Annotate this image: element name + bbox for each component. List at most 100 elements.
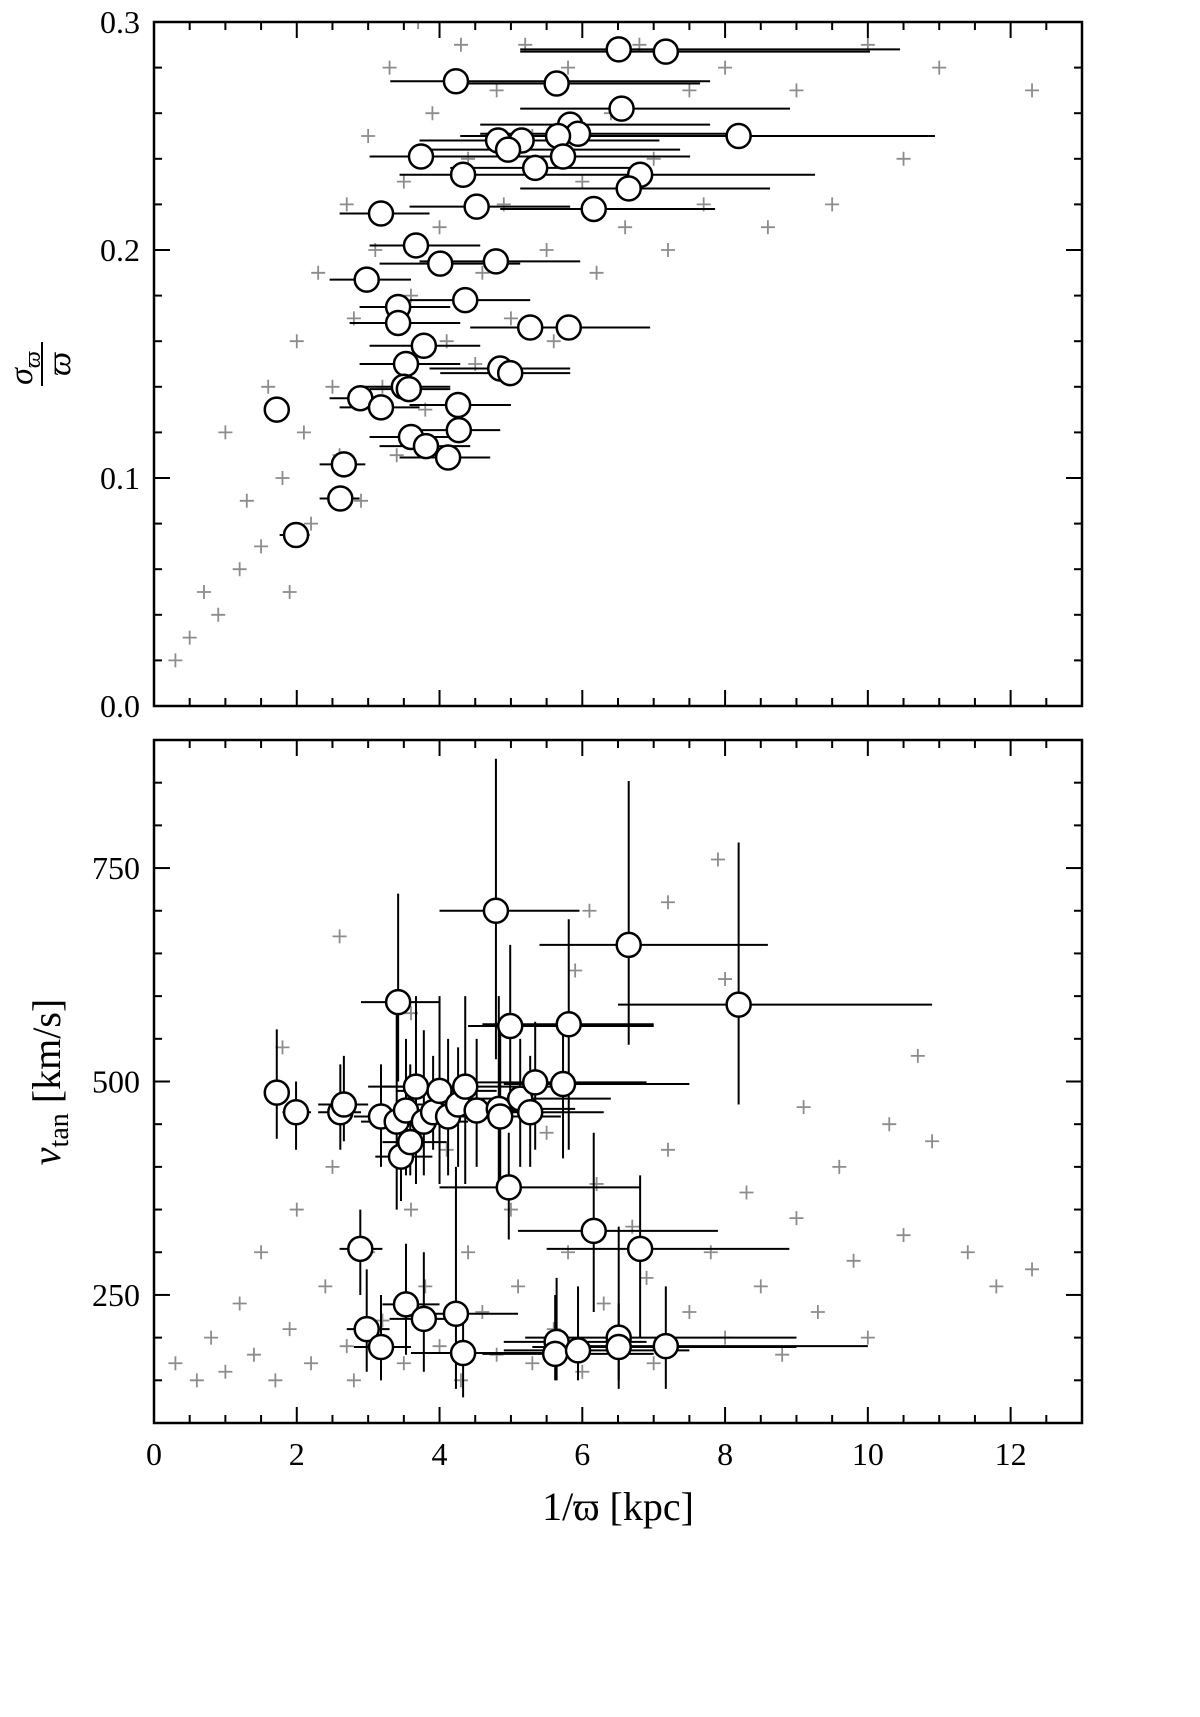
y-title-text: vtan [km/s] (24, 999, 75, 1165)
background-star (561, 60, 576, 75)
background-star (432, 1339, 447, 1354)
background-star (825, 197, 840, 212)
y-title-symbol: v (24, 1147, 69, 1165)
background-star (682, 1305, 697, 1320)
background-star (896, 151, 911, 166)
star-point (434, 444, 462, 471)
background-star (660, 1142, 675, 1157)
star-point (555, 314, 582, 341)
background-star (339, 1339, 354, 1354)
background-star (432, 220, 447, 235)
background-star (182, 630, 197, 645)
background-star (354, 493, 369, 508)
background-star (846, 1253, 861, 1268)
background-star (561, 1245, 576, 1260)
background-star (860, 1330, 875, 1345)
y-tick-label: 0.2 (100, 232, 140, 268)
star-point (384, 988, 412, 1016)
x-tick-label: 10 (852, 1436, 884, 1472)
x-axis-title: 1/ϖ [kpc] (542, 1484, 694, 1529)
background-star (204, 1330, 219, 1345)
star-point (451, 286, 479, 314)
star-point (608, 95, 635, 122)
star-point (410, 332, 438, 360)
background-star (411, 22, 426, 29)
background-star (503, 311, 518, 326)
x-tick-label: 2 (289, 1436, 305, 1472)
star-point (444, 391, 472, 419)
background-star (275, 471, 290, 485)
background-star (461, 1245, 476, 1260)
star-point (543, 70, 570, 97)
star-point (330, 1091, 358, 1118)
star-point (496, 1012, 524, 1040)
star-point (395, 375, 423, 403)
background-star (325, 379, 340, 394)
background-star (1025, 1262, 1040, 1277)
background-star (289, 334, 304, 349)
star-point (605, 36, 632, 63)
background-star (796, 1100, 811, 1115)
background-star (425, 106, 440, 121)
background-star (682, 83, 697, 98)
background-star (418, 1279, 433, 1294)
star-point (402, 1073, 430, 1100)
y-axis-title: σϖ ϖ (3, 342, 78, 386)
background-star (589, 1176, 604, 1191)
background-star (453, 37, 468, 52)
star-point (426, 1077, 453, 1105)
y-title-unit: [km/s] (24, 999, 69, 1113)
y-title-subscript: tan (44, 1113, 75, 1147)
star-point (410, 1305, 438, 1333)
x-tick-label: 0 (146, 1436, 162, 1472)
background-star (646, 151, 661, 166)
background-star (396, 174, 411, 189)
background-star (211, 607, 226, 622)
background-star (332, 929, 347, 944)
star-point (580, 1217, 607, 1245)
star-point (652, 1332, 680, 1360)
x-tick-label: 12 (995, 1436, 1027, 1472)
plot-area (168, 758, 1040, 1398)
background-star (718, 972, 733, 987)
background-star (325, 1159, 340, 1174)
background-star (789, 83, 804, 98)
y-tick-label: 0.0 (100, 688, 140, 724)
background-star (403, 1202, 418, 1217)
y-title-numerator: σϖ (3, 351, 46, 385)
y-title-subscript: ϖ (20, 351, 46, 368)
background-star (960, 1245, 975, 1260)
background-star (232, 562, 247, 577)
background-star (660, 895, 675, 910)
star-point (384, 309, 412, 337)
background-star (168, 653, 183, 668)
star-point (615, 931, 642, 959)
background-star (896, 1228, 911, 1243)
background-star (275, 1040, 290, 1055)
panel: 0.0 0.1 0.2 0.3 (100, 4, 1084, 724)
background-star (304, 516, 319, 531)
background-star (254, 539, 269, 554)
background-star (475, 265, 490, 280)
background-star (1025, 83, 1040, 98)
background-star (775, 1347, 790, 1362)
star-point (397, 1128, 424, 1156)
star-point (282, 1098, 310, 1126)
star-point (353, 1315, 380, 1343)
background-star (882, 1117, 897, 1132)
background-star (268, 1373, 283, 1388)
background-star (489, 83, 504, 98)
background-star (646, 1356, 661, 1371)
background-star (346, 1373, 361, 1388)
background-star (311, 265, 326, 280)
background-star (246, 1347, 261, 1362)
background-star (539, 1125, 554, 1140)
star-point (516, 1098, 544, 1126)
background-star (396, 1356, 411, 1371)
star-point (521, 154, 549, 182)
star-point (327, 485, 354, 512)
star-point (402, 232, 430, 259)
panel: 0 2 4 6 8 10 12 250 500 750 (92, 738, 1084, 1472)
star-point (367, 1333, 395, 1361)
